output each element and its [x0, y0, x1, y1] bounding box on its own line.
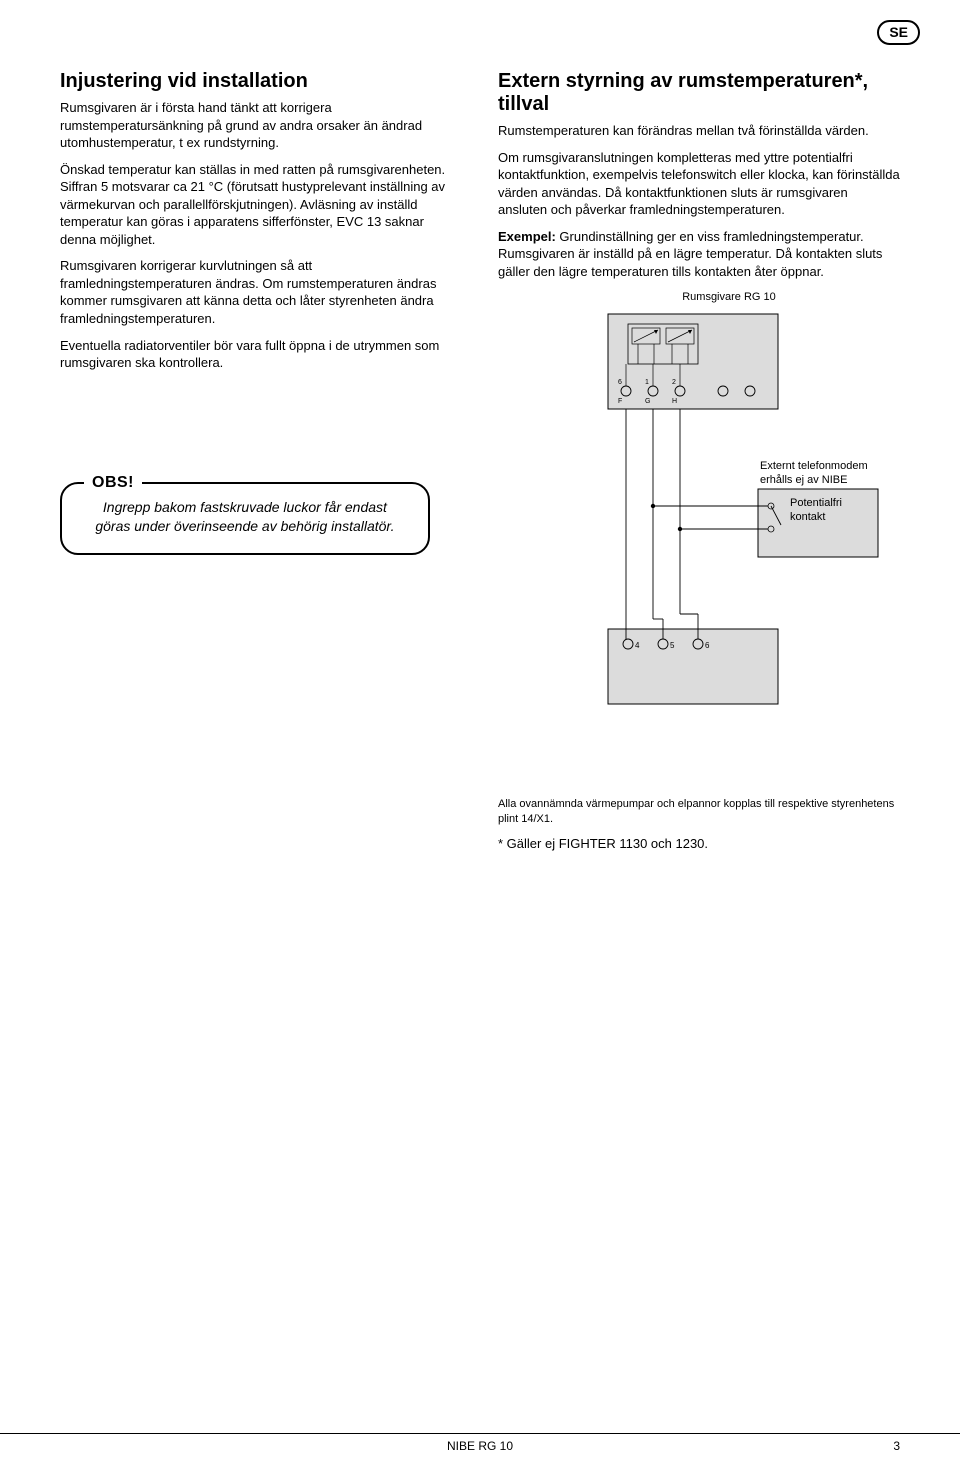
- svg-text:4: 4: [635, 641, 640, 650]
- asterisk-note: * Gäller ej FIGHTER 1130 och 1230.: [498, 835, 900, 853]
- svg-text:F: F: [618, 398, 622, 405]
- svg-text:G: G: [645, 398, 650, 405]
- right-para-2: Om rumsgivaranslutningen kompletteras me…: [498, 149, 900, 219]
- obs-label: OBS!: [84, 472, 142, 494]
- footer-center: NIBE RG 10: [90, 1438, 870, 1454]
- svg-text:2: 2: [672, 379, 676, 386]
- svg-text:H: H: [672, 398, 677, 405]
- obs-text: Ingrepp bakom fastskruvade luckor får en…: [95, 499, 394, 534]
- svg-text:5: 5: [670, 641, 675, 650]
- wiring-svg: 6 F 1 G 2 H Externt telefonmodem erhålls…: [498, 309, 898, 789]
- svg-text:6: 6: [618, 379, 622, 386]
- contact-text-2: kontakt: [790, 511, 825, 523]
- left-column: Injustering vid installation Rumsgivaren…: [60, 70, 462, 861]
- content-columns: Injustering vid installation Rumsgivaren…: [60, 70, 900, 861]
- left-para-1: Rumsgivaren är i första hand tänkt att k…: [60, 99, 462, 152]
- modem-text-2: erhålls ej av NIBE: [760, 474, 847, 486]
- language-badge: SE: [877, 20, 920, 45]
- wiring-diagram: Rumsgivare RG 10: [498, 290, 900, 852]
- example-label: Exempel:: [498, 229, 556, 244]
- right-para-3: Exempel: Grundinställning ger en viss fr…: [498, 228, 900, 281]
- modem-text-1: Externt telefonmodem: [760, 460, 868, 472]
- left-para-2: Önskad temperatur kan ställas in med rat…: [60, 161, 462, 249]
- page-footer: NIBE RG 10 3: [0, 1433, 960, 1454]
- footer-left: [60, 1438, 90, 1454]
- right-para-1: Rumstemperaturen kan förändras mellan tv…: [498, 122, 900, 140]
- left-para-3: Rumsgivaren korrigerar kurvlutningen så …: [60, 257, 462, 327]
- sensor-title: Rumsgivare RG 10: [558, 290, 900, 305]
- left-heading: Injustering vid installation: [60, 70, 462, 93]
- footer-page-number: 3: [870, 1438, 900, 1454]
- svg-text:1: 1: [645, 379, 649, 386]
- diagram-caption: Alla ovannämnda värmepumpar och elpannor…: [498, 797, 900, 826]
- contact-text-1: Potentialfri: [790, 497, 842, 509]
- right-column: Extern styrning av rumstemperaturen*, ti…: [498, 70, 900, 861]
- obs-callout: OBS! Ingrepp bakom fastskruvade luckor f…: [60, 482, 430, 556]
- right-heading: Extern styrning av rumstemperaturen*, ti…: [498, 70, 900, 116]
- example-text: Grundinställning ger en viss framledning…: [498, 229, 882, 279]
- left-para-4: Eventuella radiatorventiler bör vara ful…: [60, 337, 462, 372]
- svg-text:6: 6: [705, 641, 710, 650]
